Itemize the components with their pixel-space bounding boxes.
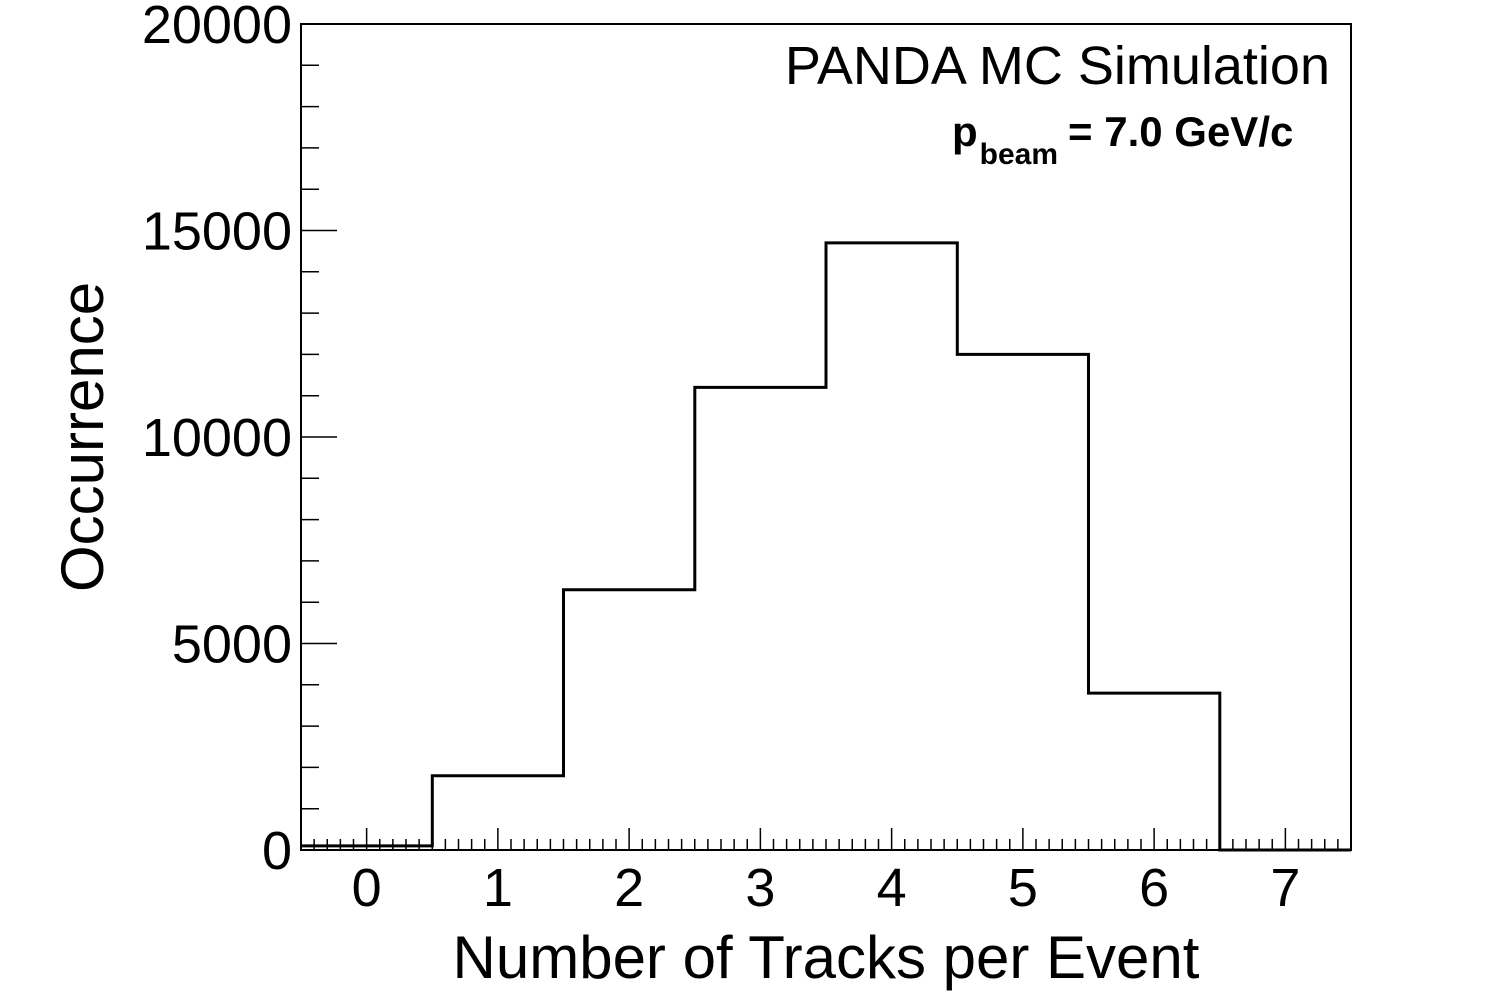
y-tick-label: 0 bbox=[262, 821, 292, 881]
beam-value: = 7.0 GeV/c bbox=[1068, 108, 1293, 155]
y-tick-label: 5000 bbox=[172, 615, 292, 675]
y-axis-title: Occurrence bbox=[49, 282, 116, 592]
tick-labels: 0 1 2 3 4 5 6 7 0 5000 10000 15000 20000 bbox=[142, 0, 1301, 918]
y-tick-label: 20000 bbox=[142, 0, 292, 55]
x-tick-label: 7 bbox=[1270, 858, 1300, 918]
axis-ticks bbox=[300, 23, 1352, 851]
beam-momentum-annotation: pbeam = 7.0 GeV/c bbox=[952, 108, 1293, 171]
histogram-step-line bbox=[301, 241, 1351, 852]
x-tick-label: 6 bbox=[1139, 858, 1169, 918]
x-tick-label: 4 bbox=[877, 858, 907, 918]
x-tick-label: 0 bbox=[352, 858, 382, 918]
x-axis-title: Number of Tracks per Event bbox=[453, 924, 1200, 991]
x-tick-label: 3 bbox=[745, 858, 775, 918]
x-tick-label: 5 bbox=[1008, 858, 1038, 918]
beam-subscript: beam bbox=[980, 138, 1058, 171]
x-tick-label: 2 bbox=[614, 858, 644, 918]
chart-annotation-title: PANDA MC Simulation bbox=[785, 36, 1330, 96]
beam-p-symbol: p bbox=[952, 108, 978, 155]
y-tick-label: 10000 bbox=[142, 408, 292, 468]
y-tick-label: 15000 bbox=[142, 202, 292, 262]
x-tick-label: 1 bbox=[483, 858, 513, 918]
